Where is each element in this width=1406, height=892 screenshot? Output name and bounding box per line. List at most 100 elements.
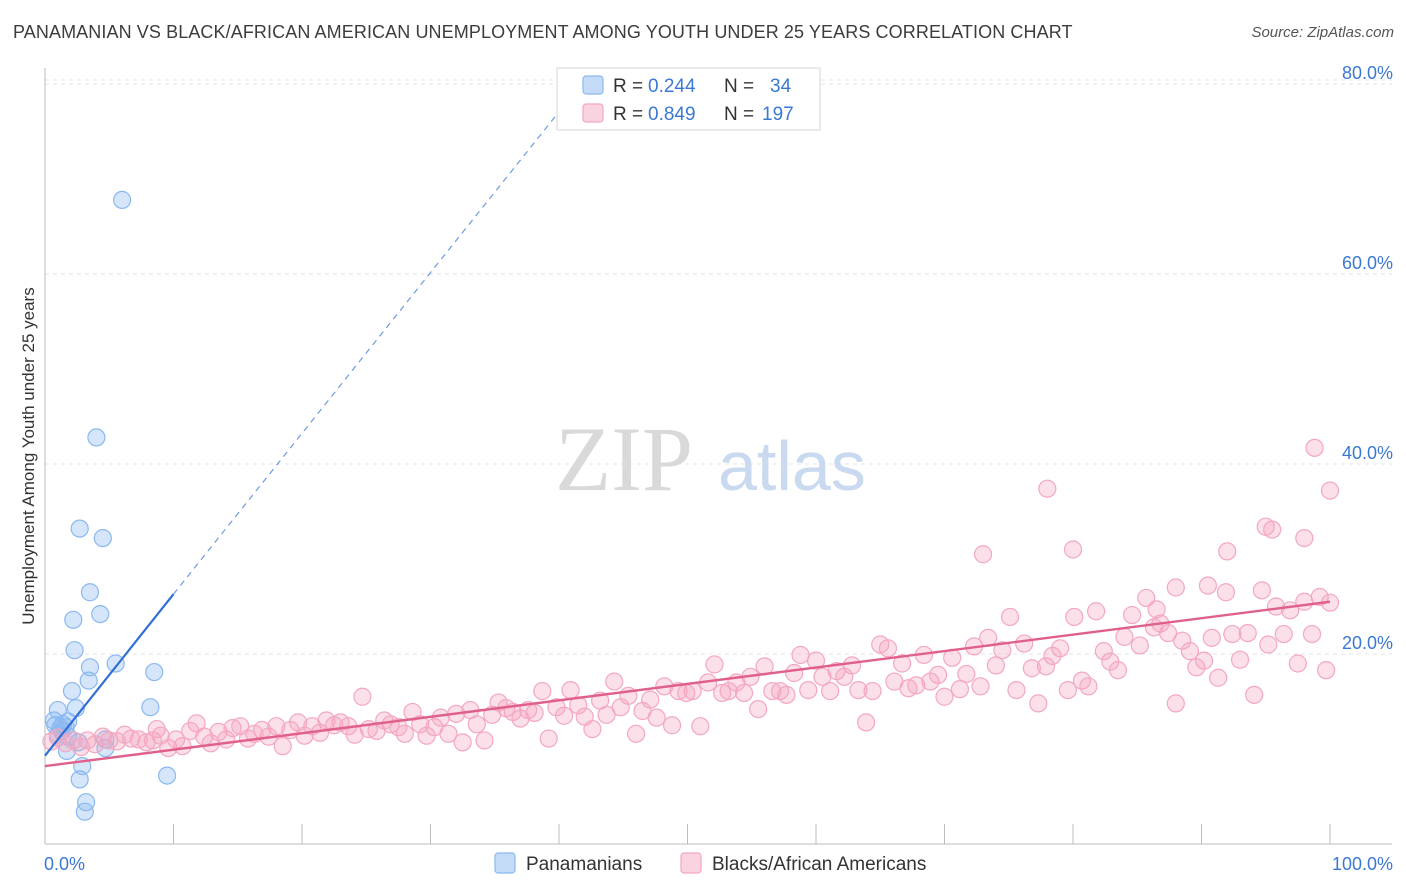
stats-n-value-blacks: 197 — [762, 104, 794, 125]
point-blacks — [935, 687, 954, 706]
point-blacks — [1180, 642, 1200, 661]
point-blacks — [971, 677, 990, 696]
point-blacks — [555, 706, 574, 725]
y-tick-label: 40.0% — [1342, 443, 1393, 463]
point-blacks — [1094, 642, 1113, 661]
stats-r-label-panamanians: R = — [613, 76, 643, 97]
point-blacks — [453, 733, 472, 752]
point-blacks — [1115, 627, 1134, 647]
point-blacks — [395, 724, 414, 743]
point-blacks — [1130, 636, 1149, 655]
point-blacks — [353, 687, 372, 706]
y-tick-label: 80.0% — [1342, 63, 1393, 83]
point-blacks — [821, 681, 840, 701]
point-blacks — [1051, 639, 1070, 658]
point-blacks — [209, 722, 228, 742]
point-blacks — [799, 680, 818, 700]
point-blacks — [273, 737, 292, 756]
point-blacks — [1166, 694, 1185, 713]
point-blacks — [626, 724, 646, 743]
y-tick-label: 20.0% — [1342, 633, 1393, 653]
point-blacks — [647, 708, 666, 727]
chart-title: PANAMANIAN VS BLACK/AFRICAN AMERICAN UNE… — [13, 22, 1073, 42]
stats-r-value-blacks: 0.849 — [648, 104, 696, 125]
point-blacks — [1022, 659, 1041, 678]
point-blacks — [907, 676, 926, 695]
point-blacks — [986, 656, 1006, 675]
point-blacks — [1063, 540, 1083, 559]
point-blacks — [849, 680, 868, 700]
point-blacks — [1295, 528, 1314, 548]
point-panamanians — [112, 190, 132, 209]
y-tick-label: 60.0% — [1342, 253, 1393, 273]
series-legend-swatch-panamanians — [494, 852, 516, 874]
point-blacks — [713, 683, 732, 703]
point-blacks — [1147, 600, 1166, 619]
point-panamanians — [75, 802, 94, 821]
trend-line-panamanians-extension — [173, 83, 582, 595]
point-blacks — [1043, 646, 1062, 666]
point-panamanians — [106, 654, 125, 673]
series-legend-swatch-blacks — [680, 852, 702, 874]
stats-n-label-blacks: N = — [724, 104, 754, 125]
point-blacks — [525, 703, 544, 723]
point-panamanians — [64, 610, 83, 629]
point-blacks — [411, 715, 430, 734]
point-blacks — [173, 737, 192, 756]
point-blacks — [1302, 624, 1322, 644]
point-blacks — [791, 645, 810, 665]
point-blacks — [1065, 607, 1084, 627]
point-blacks — [431, 708, 450, 727]
series-legend-label-blacks: Blacks/African Americans — [712, 854, 926, 875]
point-blacks — [1216, 583, 1236, 602]
point-blacks — [1058, 680, 1077, 700]
point-panamanians — [91, 604, 110, 624]
stats-r-value-panamanians: 0.244 — [648, 76, 696, 97]
point-blacks — [973, 545, 993, 564]
point-blacks — [1295, 592, 1314, 611]
point-blacks — [641, 690, 660, 709]
watermark-zip: ZIP — [555, 408, 693, 510]
point-blacks — [1123, 605, 1142, 625]
point-blacks — [957, 664, 976, 684]
point-blacks — [583, 719, 602, 739]
point-blacks — [1038, 479, 1057, 498]
point-blacks — [1166, 578, 1185, 597]
axis-labels: 20.0% 40.0% 60.0% 80.0% 0.0% 100.0% Unemployme… — [19, 63, 1393, 874]
trend-lines — [44, 83, 1331, 768]
point-blacks — [878, 639, 898, 658]
point-blacks — [1015, 634, 1034, 653]
point-blacks — [71, 737, 91, 757]
point-blacks — [1029, 694, 1048, 713]
stats-r-label-blacks: R = — [613, 104, 643, 125]
x-tick-label-max: 100.0% — [1332, 854, 1393, 874]
series-legend: Panamanians Blacks/African Americans — [494, 852, 926, 875]
point-blacks — [1007, 680, 1026, 700]
point-blacks — [1259, 635, 1278, 654]
point-blacks — [1230, 650, 1250, 669]
point-blacks — [691, 717, 710, 736]
point-panamanians — [62, 681, 82, 701]
point-blacks — [1274, 624, 1293, 644]
x-tick-label-min: 0.0% — [44, 854, 85, 874]
grid-lines — [45, 79, 1392, 655]
point-blacks — [1310, 587, 1329, 607]
point-blacks — [1218, 542, 1237, 561]
point-blacks — [121, 729, 141, 748]
point-blacks — [928, 665, 948, 685]
point-panamanians — [157, 766, 177, 785]
point-panamanians — [93, 528, 112, 548]
point-blacks — [1194, 651, 1214, 670]
point-blacks — [763, 681, 782, 701]
point-blacks — [1079, 677, 1098, 696]
series-legend-label-panamanians: Panamanians — [526, 854, 642, 875]
point-blacks — [1320, 481, 1340, 500]
watermark-atlas: atlas — [718, 427, 866, 505]
stats-n-label-panamanians: N = — [724, 76, 754, 97]
point-blacks — [389, 718, 408, 737]
stats-swatch-blacks — [582, 103, 604, 123]
point-panamanians — [80, 658, 100, 677]
point-blacks — [533, 681, 552, 701]
point-blacks — [777, 685, 796, 704]
